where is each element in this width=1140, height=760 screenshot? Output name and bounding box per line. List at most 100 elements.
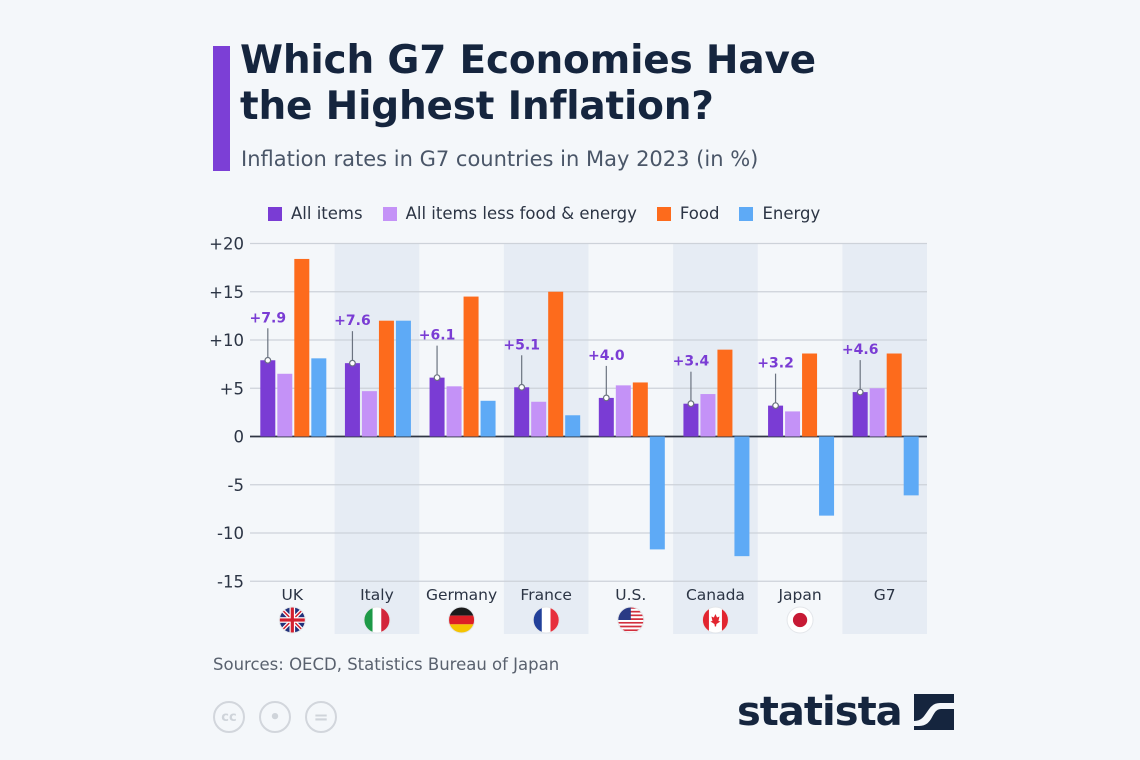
bar-food-uk — [294, 258, 310, 437]
bar-food-italy — [378, 320, 394, 437]
data-label: +6.1 — [419, 328, 456, 344]
x-tick-label: Canada — [686, 586, 745, 604]
bar-all-items-us — [598, 397, 614, 437]
source-note: Sources: OECD, Statistics Bureau of Japa… — [213, 655, 560, 674]
title-accent-bar — [213, 46, 230, 171]
legend-item-energy: Energy — [739, 204, 820, 223]
flag-border — [363, 606, 391, 634]
flag-stripe — [448, 624, 475, 633]
column-band — [334, 243, 420, 634]
x-tick-label: Japan — [777, 586, 821, 604]
y-axis: +20 +15 +10 +5 0 -5 -10 -15 — [209, 235, 244, 592]
bar-energy-us — [649, 436, 665, 550]
maple-leaf — [710, 614, 721, 627]
x-axis: UK Italy Germany France U.S. Canada Japan G7 — [278, 586, 896, 634]
flag-border — [786, 606, 814, 634]
legend: All items All items less food & energy F… — [268, 204, 820, 223]
legend-swatch-core — [382, 206, 397, 221]
bar-food-japan — [802, 353, 818, 437]
no-derivatives-icon[interactable]: = — [305, 701, 337, 733]
flag-stripe — [617, 631, 644, 633]
legend-item-all-items: All items — [268, 204, 363, 223]
data-label-marker — [264, 356, 272, 364]
flag-border — [532, 606, 560, 634]
x-tick-label: UK — [282, 586, 304, 604]
bar-energy-france — [565, 415, 581, 437]
legend-swatch-energy — [739, 206, 754, 221]
bar-energy-canada — [734, 436, 750, 557]
legend-swatch-all-items — [268, 206, 282, 221]
data-label-marker — [687, 400, 695, 408]
bar-food-g7 — [886, 353, 902, 437]
legend-item-food: Food — [656, 204, 720, 223]
bar-all-items-less-food-energy-germany — [446, 386, 462, 437]
flag-stripe — [702, 607, 709, 633]
flag-stripe — [617, 629, 644, 632]
canada-flag — [702, 607, 729, 633]
flag-cross-h-red — [279, 618, 306, 622]
flag-border — [701, 606, 729, 634]
chart-subtitle: Inflation rates in G7 countries in May 2… — [241, 147, 759, 171]
bar-all-items-less-food-energy-italy — [361, 391, 377, 437]
bar-all-items-less-food-energy-japan — [785, 411, 801, 437]
flag-stripe — [617, 623, 644, 626]
data-label: +5.1 — [503, 337, 540, 353]
data-label: +7.6 — [334, 313, 371, 329]
x-tick-label: G7 — [874, 586, 896, 604]
data-label: +7.9 — [250, 310, 287, 326]
flag-stripe — [381, 607, 390, 633]
legend-label-energy: Energy — [762, 204, 821, 223]
attribution-icon[interactable]: • — [259, 701, 291, 733]
bar-energy-g7 — [903, 436, 919, 496]
data-label-marker — [433, 374, 441, 382]
y-tick-label: 0 — [234, 428, 245, 447]
data-label: +3.4 — [673, 354, 710, 370]
y-tick-label: +15 — [209, 283, 244, 302]
flag-stripe — [617, 627, 644, 630]
x-tick-label: France — [520, 586, 572, 604]
brand-name: statista — [737, 689, 903, 735]
x-tick-label: Germany — [426, 586, 497, 604]
france-flag — [533, 607, 560, 633]
bar-energy-uk — [311, 358, 327, 437]
y-tick-label: +5 — [220, 379, 244, 398]
x-tick-label: U.S. — [615, 586, 646, 604]
flag-stripe — [617, 625, 644, 628]
bar-all-items-canada — [683, 403, 699, 437]
data-label: +4.0 — [588, 348, 625, 364]
data-label: +3.2 — [757, 356, 794, 372]
bar-food-france — [548, 291, 564, 437]
bar-all-items-germany — [429, 377, 445, 437]
flag-stripe — [533, 607, 542, 633]
bar-food-germany — [463, 296, 479, 437]
bar-all-items-g7 — [852, 392, 868, 437]
flag-border — [278, 606, 306, 634]
data-label-marker — [772, 402, 779, 410]
flag-stripe — [372, 607, 382, 633]
statista-logo-icon — [913, 694, 954, 730]
data-label: +4.6 — [842, 342, 879, 358]
y-tick-label: +20 — [209, 235, 244, 254]
bar-energy-japan — [819, 436, 835, 516]
creative-commons-icon[interactable]: cc — [213, 701, 245, 733]
legend-item-core: All items less food & energy — [382, 204, 637, 223]
data-label-marker — [518, 383, 526, 391]
bar-all-items-less-food-energy-canada — [700, 394, 716, 437]
bar-all-items-less-food-energy-us — [615, 385, 631, 437]
legend-label-food: Food — [679, 204, 720, 223]
uk-flag — [279, 607, 306, 633]
bar-all-items-france — [514, 387, 530, 437]
bar-energy-italy — [395, 320, 411, 437]
germany-flag — [448, 607, 475, 633]
flag-border — [617, 606, 645, 634]
bar-all-items-italy — [344, 363, 360, 437]
column-band — [503, 243, 589, 634]
title-line-2: the Highest Inflation? — [240, 84, 714, 129]
bar-all-items-less-food-energy-france — [531, 401, 547, 437]
flag-sun — [792, 612, 808, 628]
statista-logo[interactable]: statista — [737, 692, 954, 732]
y-tick-label: +10 — [209, 331, 244, 350]
column-bands — [334, 243, 927, 634]
y-tick-label: -5 — [228, 476, 244, 495]
